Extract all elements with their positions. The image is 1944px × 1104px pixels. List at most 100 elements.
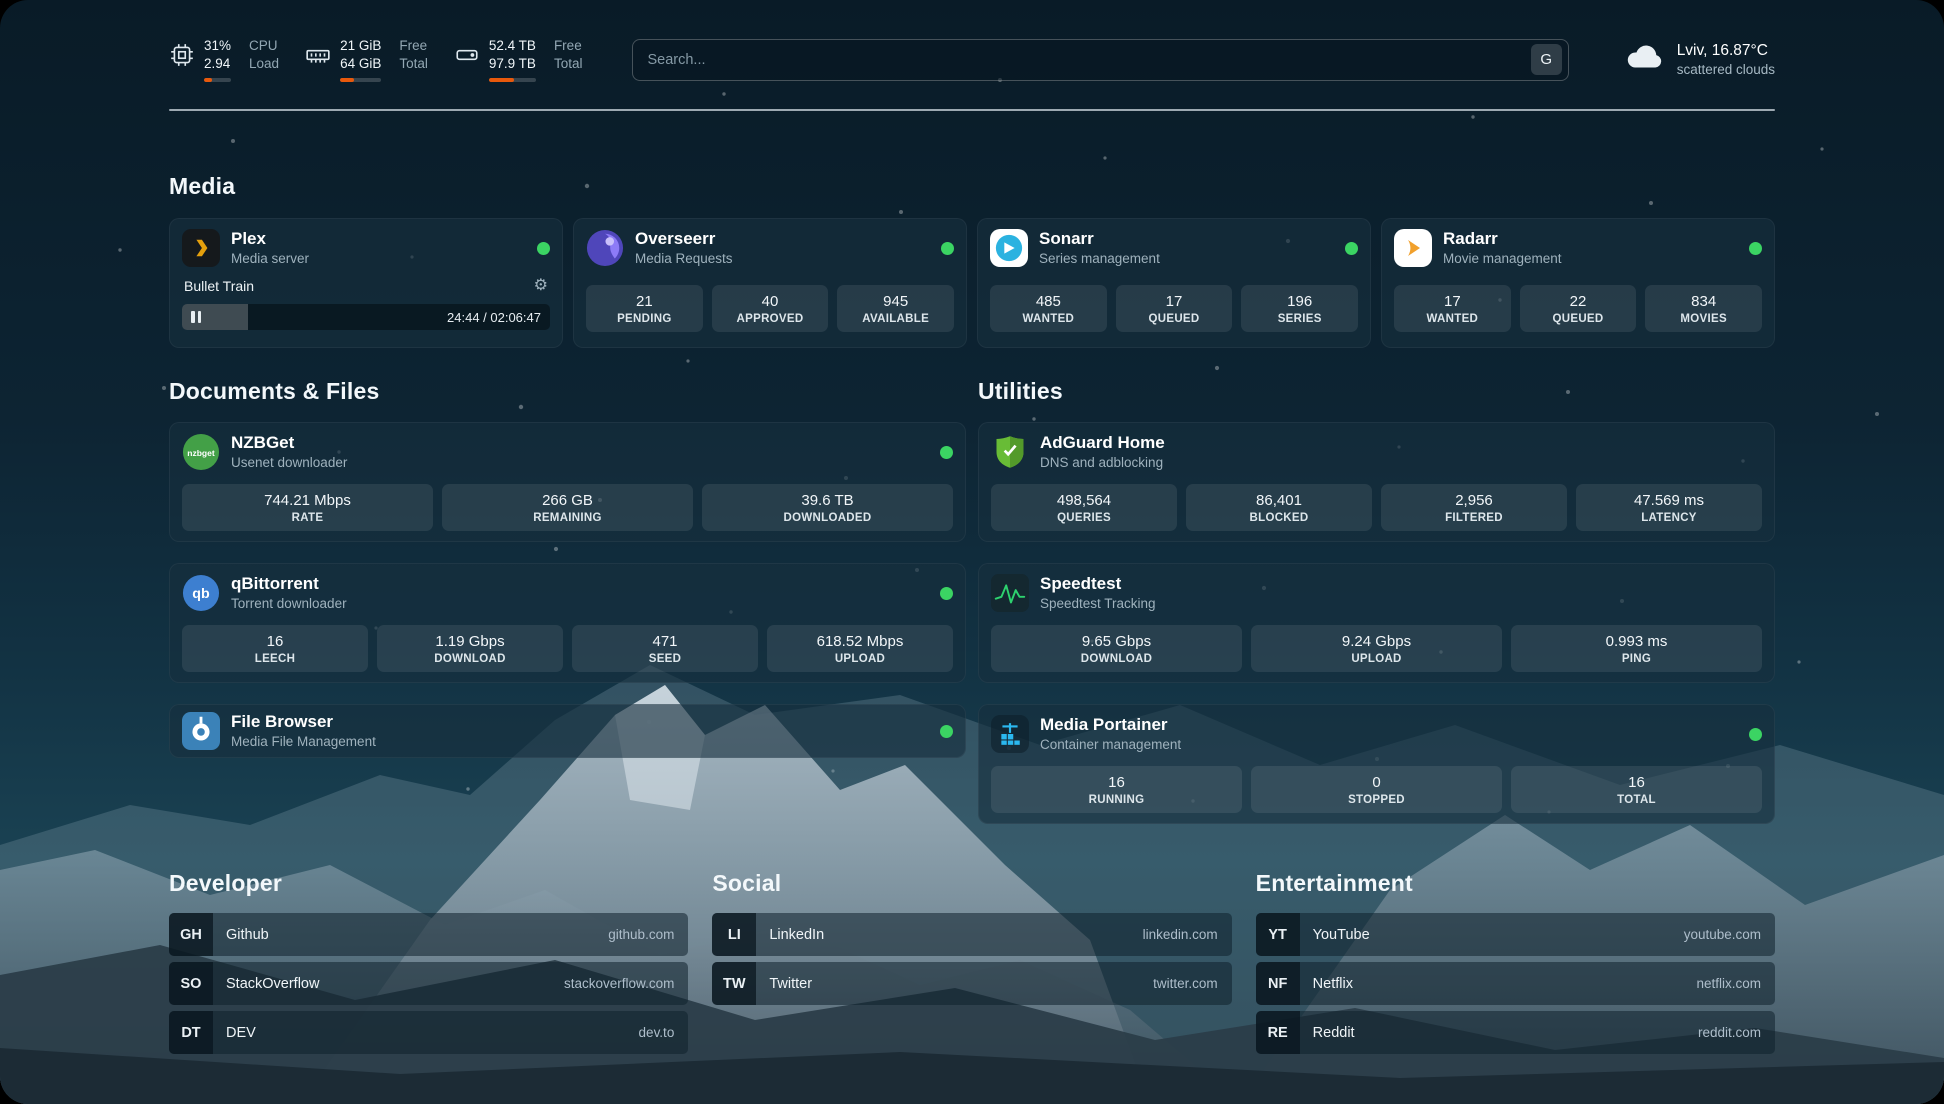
bookmark-row-twitter[interactable]: TW Twitter twitter.com — [712, 962, 1232, 1005]
bookmark-name: StackOverflow — [226, 975, 320, 992]
section-title-media: Media — [169, 173, 236, 199]
disk-label-2: Total — [553, 56, 583, 71]
cpu-load: 2.94 — [204, 56, 231, 71]
search-input[interactable] — [647, 51, 1531, 68]
app-card-plex[interactable]: Plex Media server Bullet Train ⚙ 24:44 /… — [169, 218, 563, 348]
stat-label: UPLOAD — [834, 652, 886, 665]
plex-progress-bar[interactable]: 24:44 / 02:06:47 — [182, 304, 550, 330]
stat-value: 471 — [652, 632, 678, 650]
bookmark-name: Github — [226, 926, 269, 943]
plex-titles: Plex Media server — [231, 229, 310, 267]
app-card-sonarr[interactable]: Sonarr Series management 485 WANTED 17 Q… — [977, 218, 1371, 348]
stat-tile: 196 SERIES — [1241, 285, 1359, 332]
stat-value: 22 — [1569, 292, 1587, 310]
status-dot — [940, 586, 953, 600]
app-subtitle: Torrent downloader — [231, 596, 347, 612]
stat-row: 744.21 Mbps RATE 266 GB REMAINING 39.6 T… — [182, 484, 953, 531]
filebrowser-titles: File Browser Media File Management — [231, 711, 376, 750]
qbittorrent-titles: qBittorrent Torrent downloader — [231, 574, 347, 612]
ram-label-1: Free — [399, 37, 428, 53]
stat-label: TOTAL — [1617, 793, 1656, 806]
portainer-header: Media Portainer Container management — [991, 715, 1762, 753]
app-card-nzbget[interactable]: nzbget NZBGet Usenet downloader 74 — [169, 422, 966, 542]
stat-label: QUERIES — [1057, 511, 1111, 524]
stat-value: 618.52 Mbps — [816, 632, 904, 650]
bookmark-url: twitter.com — [1153, 976, 1218, 991]
stat-label: RATE — [291, 511, 324, 524]
stat-value: 744.21 Mbps — [264, 491, 351, 509]
app-name: Sonarr — [1039, 228, 1094, 248]
search-engine-button[interactable]: G — [1530, 44, 1562, 75]
bookmark-badge: GH — [169, 913, 213, 956]
stat-tile: 40 APPROVED — [711, 285, 829, 332]
overseerr-icon — [586, 229, 624, 267]
gear-icon[interactable]: ⚙ — [533, 277, 548, 294]
stat-value: 834 — [1691, 292, 1717, 310]
stat-label: PING — [1621, 652, 1652, 665]
adguard-header: AdGuard Home DNS and adblocking — [991, 433, 1762, 471]
stat-tile: 47.569 ms LATENCY — [1576, 484, 1762, 531]
bookmark-row-stackoverflow[interactable]: SO StackOverflow stackoverflow.com — [169, 962, 689, 1005]
ram-usage-bar — [340, 78, 382, 83]
stat-value: 485 — [1035, 292, 1061, 310]
app-card-speedtest[interactable]: Speedtest Speedtest Tracking 9.65 Gbps D… — [978, 563, 1775, 683]
stat-label: DOWNLOADED — [783, 511, 872, 524]
app-card-portainer[interactable]: Media Portainer Container management 16 … — [978, 704, 1775, 824]
stat-label: BLOCKED — [1249, 511, 1309, 524]
stat-tile: 9.65 Gbps DOWNLOAD — [991, 625, 1242, 672]
bookmark-row-dev[interactable]: DT DEV dev.to — [169, 1011, 689, 1054]
bookmark-row-youtube[interactable]: YT YouTube youtube.com — [1255, 913, 1775, 956]
stat-tile: 0 STOPPED — [1251, 766, 1502, 813]
app-name: File Browser — [231, 711, 334, 731]
playback-time: 24:44 / 02:06:47 — [447, 309, 541, 325]
app-card-filebrowser[interactable]: File Browser Media File Management — [169, 704, 966, 758]
disk-usage-bar — [488, 78, 536, 83]
svg-text:nzbget: nzbget — [187, 448, 215, 458]
app-card-overseerr[interactable]: Overseerr Media Requests 21 PENDING 40 A… — [573, 218, 967, 348]
bookmark-url: reddit.com — [1697, 1025, 1761, 1040]
sonarr-titles: Sonarr Series management — [1039, 228, 1160, 266]
stat-tile: 17 WANTED — [1394, 285, 1511, 332]
radarr-icon — [1394, 229, 1432, 267]
pause-button[interactable] — [191, 311, 201, 323]
bookmark-name: LinkedIn — [769, 926, 825, 943]
app-name: Media Portainer — [1040, 714, 1168, 734]
stat-tile: 16 RUNNING — [991, 766, 1242, 813]
app-card-adguard[interactable]: AdGuard Home DNS and adblocking 498,564 … — [978, 422, 1775, 542]
bookmark-row-reddit[interactable]: RE Reddit reddit.com — [1255, 1011, 1775, 1054]
app-subtitle: Container management — [1040, 737, 1182, 753]
status-dot — [941, 241, 954, 255]
disk-stat: 52.4 TB 97.9 TB Free Total — [454, 37, 583, 83]
stat-value: 9.65 Gbps — [1081, 632, 1152, 650]
app-subtitle: Media server — [231, 251, 310, 267]
bookmark-badge: YT — [1255, 913, 1300, 956]
bookmark-badge: SO — [169, 962, 213, 1005]
middle-columns: Documents & Files nzbget — [169, 378, 1775, 824]
status-dot — [1749, 241, 1762, 255]
bookmark-url: netflix.com — [1696, 976, 1761, 991]
app-name: AdGuard Home — [1040, 432, 1165, 452]
stat-tile: 471 SEED — [572, 625, 758, 672]
now-playing-title: Bullet Train — [184, 278, 255, 294]
adguard-icon — [991, 433, 1029, 471]
speedtest-icon — [991, 574, 1029, 612]
speedtest-titles: Speedtest Speedtest Tracking — [1040, 574, 1156, 611]
stat-value: 1.19 Gbps — [435, 632, 505, 650]
stat-tile: 16 TOTAL — [1511, 766, 1762, 813]
stat-label: QUEUED — [1148, 312, 1200, 325]
app-subtitle: Media File Management — [231, 734, 376, 750]
bookmark-row-github[interactable]: GH Github github.com — [169, 913, 689, 956]
bookmark-row-netflix[interactable]: NF Netflix netflix.com — [1255, 962, 1775, 1005]
bookmark-row-linkedin[interactable]: LI LinkedIn linkedin.com — [712, 913, 1232, 956]
search-bar: G — [632, 38, 1569, 81]
stat-label: APPROVED — [736, 312, 804, 325]
ram-total: 64 GiB — [340, 56, 382, 71]
app-card-qbittorrent[interactable]: qb qBittorrent Torrent downloader — [169, 563, 966, 683]
stat-tile: 9.24 Gbps UPLOAD — [1251, 625, 1502, 672]
media-grid: Plex Media server Bullet Train ⚙ 24:44 /… — [169, 218, 1775, 348]
nzbget-icon: nzbget — [182, 433, 220, 471]
section-title-social: Social — [712, 870, 782, 896]
app-card-radarr[interactable]: Radarr Movie management 17 WANTED 22 QUE… — [1381, 218, 1775, 348]
stat-value: 9.24 Gbps — [1341, 632, 1412, 650]
bookmark-list: YT YouTube youtube.com NF Netflix netfli… — [1255, 913, 1775, 1054]
